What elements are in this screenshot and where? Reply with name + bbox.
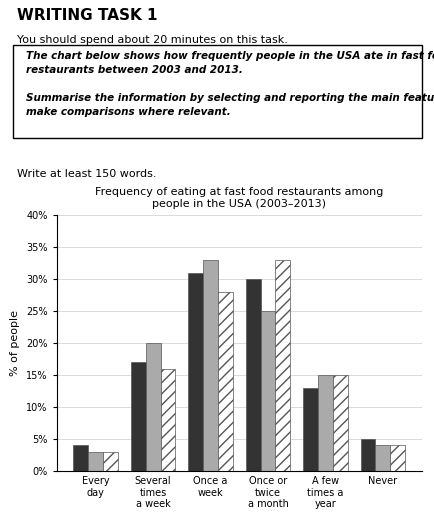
Text: You should spend about 20 minutes on this task.: You should spend about 20 minutes on thi… [17,35,288,45]
Y-axis label: % of people: % of people [10,310,20,376]
Bar [375,445,389,471]
Bar [302,388,317,471]
Bar [88,452,103,471]
Bar [160,369,175,471]
Text: WRITING TASK 1: WRITING TASK 1 [17,8,158,23]
Bar [317,375,332,471]
Bar [389,445,404,471]
Bar [217,292,232,471]
Bar [332,375,347,471]
FancyBboxPatch shape [13,45,421,138]
Bar [245,279,260,471]
Bar [203,260,217,471]
Bar [187,272,203,471]
Text: Write at least 150 words.: Write at least 150 words. [17,169,157,179]
Title: Frequency of eating at fast food restaurants among
people in the USA (2003–2013): Frequency of eating at fast food restaur… [95,187,382,209]
Bar [275,260,290,471]
Bar [145,343,160,471]
Bar [73,445,88,471]
Bar [360,439,375,471]
Text: The chart below shows how frequently people in the USA ate in fast food
restaura: The chart below shows how frequently peo… [26,51,434,117]
Bar [103,452,118,471]
Bar [260,311,275,471]
Bar [130,362,145,471]
